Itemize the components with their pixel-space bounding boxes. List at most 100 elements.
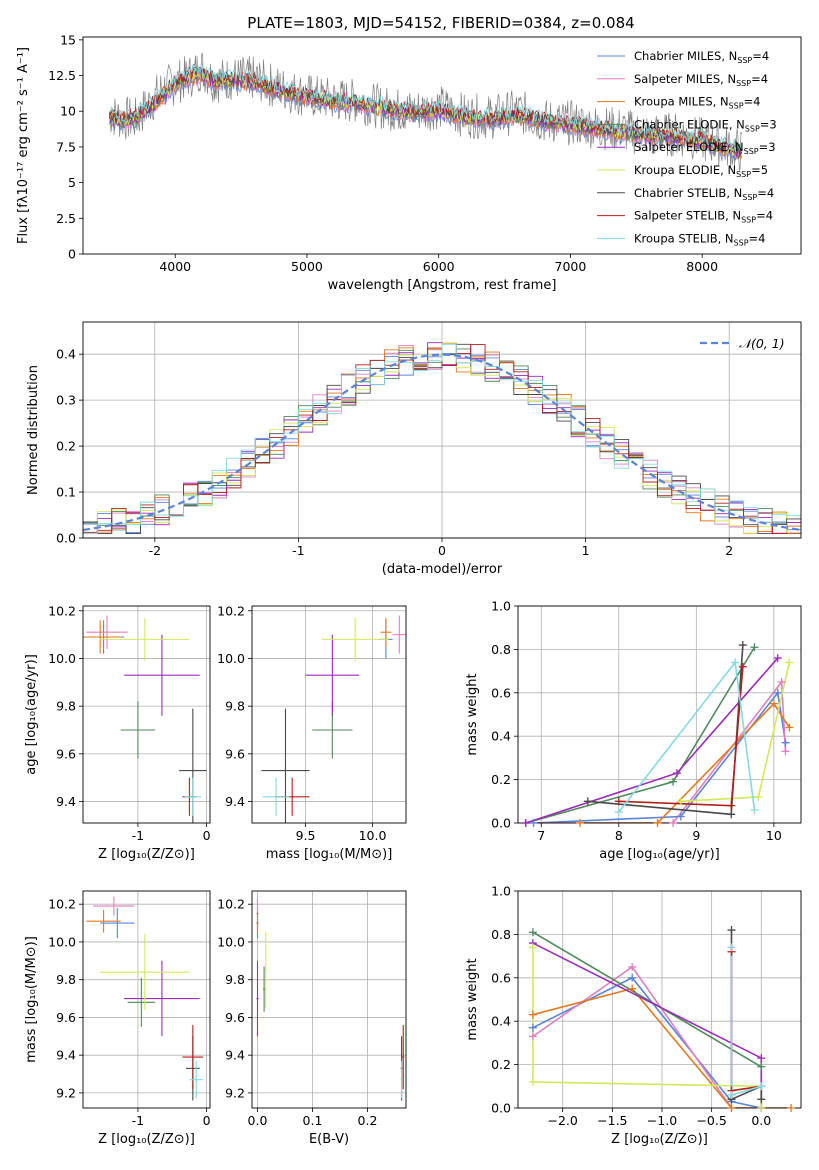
x-tick-label: 0.1 xyxy=(303,1113,323,1128)
y-tick-label: 9.6 xyxy=(56,1010,76,1025)
y-axis-label: mass weight xyxy=(465,958,480,1040)
mass-weight-marker xyxy=(738,662,747,671)
y-tick-label: 10.2 xyxy=(217,897,245,912)
y-tick-label: 10.0 xyxy=(217,651,245,666)
y-tick-label: 9.8 xyxy=(225,699,245,714)
y-tick-label: 0.0 xyxy=(491,816,511,831)
y-tick-label: 0.6 xyxy=(491,685,511,700)
x-tick-label: 0 xyxy=(203,828,211,843)
mass-weight-marker xyxy=(614,808,623,817)
y-tick-label: 10 xyxy=(60,104,76,119)
panel-residuals: -2 -1 0 1 2 0.0 0.1 0.2 0.3 0.4 (data-model)/error… xyxy=(26,321,802,577)
panel-age_vs_mass: 9.5 10.0 9.4 9.6 9.8 10.0 10.2 mass [log₁₀(M/M⊙… xyxy=(217,603,407,862)
x-tick-label: 4000 xyxy=(159,259,191,274)
x-axis-label: Z [log₁₀(Z/Z⊙)] xyxy=(611,1132,708,1147)
mass-weight-marker xyxy=(653,819,662,827)
axes-frame xyxy=(82,321,802,539)
mass-weight-marker xyxy=(757,1054,766,1063)
x-tick-label: 0.2 xyxy=(358,1113,378,1128)
x-tick-label: 2 xyxy=(725,543,733,558)
x-tick-label: 9 xyxy=(692,828,700,843)
axes-frame xyxy=(517,890,802,1109)
panel-age_vs_Z: -1 0 9.4 9.6 9.8 10.0 10.2 Z [log₁₀(Z/Z⊙)] age [… xyxy=(24,603,211,862)
mass-weight-marker xyxy=(731,658,740,667)
y-tick-label: 10.2 xyxy=(48,603,76,618)
mass-weight-line xyxy=(730,930,763,1101)
y-tick-label: 9.6 xyxy=(56,746,76,761)
mass-weight-marker xyxy=(672,769,681,778)
y-tick-label: 10.2 xyxy=(217,603,245,618)
mass-weight-line xyxy=(533,690,787,823)
y-axis-label: Flux [fλ10⁻¹⁷ erg cm⁻² s⁻¹ A⁻¹] xyxy=(16,47,31,244)
mass-weight-marker xyxy=(583,797,592,806)
y-tick-label: 10.2 xyxy=(48,897,76,912)
y-tick-label: 9.2 xyxy=(56,1085,76,1100)
y-tick-label: 9.4 xyxy=(56,794,76,809)
mass-weight-marker xyxy=(727,810,736,819)
mass-weight-marker xyxy=(528,943,537,952)
x-tick-label: 10.0 xyxy=(359,828,387,843)
mass-weight-marker xyxy=(727,1104,736,1112)
y-tick-label: 2.5 xyxy=(56,211,76,226)
plot-area xyxy=(86,896,204,1101)
y-tick-label: 0.3 xyxy=(56,393,76,408)
panel-massweight_vs_age: 7 8 9 10 0.0 0.2 0.4 0.6 0.8 1.0 age [log₁₀(age/yr… xyxy=(465,599,802,862)
mass-weight-marker xyxy=(738,641,747,650)
x-tick-label: −0.5 xyxy=(696,1113,726,1128)
y-axis-label: age [log₁₀(age/yr)] xyxy=(24,654,39,775)
y-tick-label: 0.2 xyxy=(56,439,76,454)
y-tick-label: 9.4 xyxy=(56,1048,76,1063)
y-tick-label: 9.6 xyxy=(225,1010,245,1025)
y-tick-label: 1.0 xyxy=(491,884,511,899)
mass-weight-marker xyxy=(757,1082,766,1091)
mass-weight-line xyxy=(532,965,762,1108)
x-tick-label: 0.0 xyxy=(248,1113,268,1128)
plot-area xyxy=(525,645,791,823)
y-tick-label: 0.4 xyxy=(56,347,76,362)
x-axis-label: wavelength [Angstrom, rest frame] xyxy=(328,278,557,293)
mass-weight-marker xyxy=(676,797,685,806)
mass-weight-marker xyxy=(528,928,537,937)
y-tick-label: 9.2 xyxy=(225,1085,245,1100)
y-tick-label: 9.8 xyxy=(56,972,76,987)
x-tick-label: 6000 xyxy=(423,259,455,274)
y-tick-label: 0.4 xyxy=(491,729,511,744)
figure-title: PLATE=1803, MJD=54152, FIBERID=0384, z=0… xyxy=(247,14,634,32)
mass-weight-marker xyxy=(773,654,782,663)
mass-weight-marker xyxy=(757,1095,766,1104)
mass-weight-marker xyxy=(727,926,736,935)
mass-weight-marker xyxy=(669,777,678,786)
y-tick-label: 0.1 xyxy=(56,485,76,500)
mass-weight-line xyxy=(680,662,791,803)
plot-area xyxy=(108,53,743,172)
y-tick-label: 10.0 xyxy=(48,651,76,666)
axes-frame xyxy=(82,890,211,1109)
x-tick-label: 7000 xyxy=(555,259,587,274)
mass-weight-marker xyxy=(614,797,623,806)
mass-weight-marker xyxy=(528,1010,537,1019)
x-tick-label: 8000 xyxy=(686,259,718,274)
x-axis-label: mass [log₁₀(M/M⊙)] xyxy=(266,847,393,862)
mass-weight-marker xyxy=(754,792,763,801)
mass-weight-marker xyxy=(757,1104,766,1112)
x-tick-label: −2.0 xyxy=(548,1113,578,1128)
y-tick-label: 10.0 xyxy=(48,934,76,949)
mass-weight-marker xyxy=(750,643,759,652)
legend-entry: Chabrier STELIB, NSSP=4 xyxy=(634,186,774,202)
mass-weight-marker xyxy=(528,1077,537,1086)
y-tick-label: 1.0 xyxy=(491,599,511,614)
mass-weight-marker xyxy=(669,819,678,827)
y-tick-label: 0.0 xyxy=(56,531,76,546)
legend-entry: 𝒩(0, 1) xyxy=(739,336,785,351)
model-spectrum-line xyxy=(108,66,742,156)
panel-spectrum: 4000 5000 6000 7000 8000 0 2.5 5 7.5 10 12.5 15 wave… xyxy=(16,32,802,293)
plot-area xyxy=(83,615,207,823)
legend-entry: Salpeter ELODIE, NSSP=3 xyxy=(634,140,776,156)
mass-weight-marker xyxy=(769,699,778,708)
plot-area xyxy=(261,615,406,823)
y-tick-label: 0.8 xyxy=(491,927,511,942)
mass-weight-marker xyxy=(757,1062,766,1071)
x-tick-label: −1.5 xyxy=(597,1113,627,1128)
legend-entry: Kroupa ELODIE, NSSP=5 xyxy=(634,163,768,179)
